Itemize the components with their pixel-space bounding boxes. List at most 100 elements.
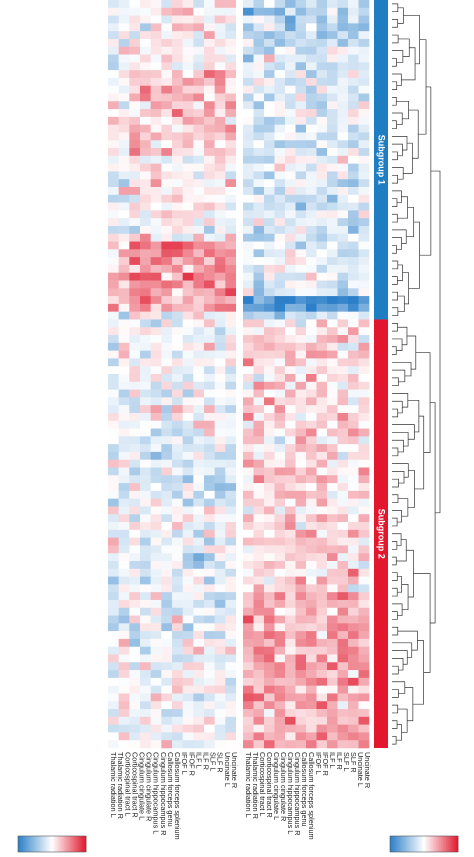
left-cell bbox=[172, 85, 183, 94]
left-cell bbox=[140, 358, 151, 367]
left-cell bbox=[140, 163, 151, 172]
right-cell bbox=[348, 459, 359, 468]
left-cell bbox=[225, 264, 237, 274]
left-cell bbox=[108, 607, 119, 616]
right-cell bbox=[253, 194, 265, 203]
right-cell bbox=[253, 257, 265, 266]
right-column-label: Cingulum hippocampus R bbox=[293, 752, 302, 836]
left-cell bbox=[108, 93, 119, 102]
dendrogram-branch bbox=[392, 463, 409, 478]
left-cell bbox=[225, 607, 237, 616]
right-cell bbox=[243, 303, 254, 312]
right-cell bbox=[285, 241, 296, 250]
left-cell bbox=[172, 225, 183, 235]
left-cell bbox=[172, 210, 183, 219]
right-cell bbox=[274, 210, 286, 219]
right-cell bbox=[295, 677, 307, 686]
left-cell bbox=[182, 638, 194, 648]
left-cell bbox=[140, 335, 151, 344]
left-cell bbox=[118, 405, 130, 414]
left-cell bbox=[193, 514, 205, 523]
right-cell bbox=[316, 210, 328, 219]
left-cell bbox=[129, 342, 141, 351]
left-cell bbox=[204, 451, 215, 461]
left-cell bbox=[150, 631, 162, 640]
right-cell bbox=[348, 342, 359, 351]
dendrogram-branch bbox=[392, 642, 413, 658]
right-cell bbox=[358, 412, 370, 422]
right-cell bbox=[306, 31, 317, 40]
right-cell bbox=[316, 381, 328, 390]
left-cell bbox=[118, 483, 130, 492]
left-cell bbox=[140, 670, 151, 679]
right-cell bbox=[337, 529, 349, 538]
left-cell bbox=[182, 171, 194, 180]
left-cell bbox=[172, 140, 183, 149]
right-cell bbox=[348, 272, 359, 281]
right-cell bbox=[243, 70, 254, 79]
left-cell bbox=[225, 350, 237, 359]
left-cell bbox=[118, 677, 130, 686]
left-cell bbox=[182, 498, 194, 507]
right-colorbar-step bbox=[451, 836, 454, 852]
left-cell bbox=[140, 475, 151, 484]
subgroup-2-bar bbox=[374, 319, 388, 748]
left-cell bbox=[150, 732, 162, 741]
right-colorbar-step bbox=[434, 836, 437, 852]
right-cell bbox=[285, 607, 296, 616]
left-cell bbox=[140, 592, 151, 601]
right-cell bbox=[253, 280, 265, 289]
left-cell bbox=[140, 514, 151, 523]
left-cell bbox=[140, 412, 151, 422]
right-colorbar-border bbox=[389, 835, 459, 853]
left-cell bbox=[129, 38, 141, 48]
left-cell bbox=[182, 233, 194, 242]
left-cell bbox=[118, 225, 130, 235]
left-cell bbox=[161, 483, 173, 492]
right-cell bbox=[264, 561, 275, 570]
right-cell bbox=[274, 225, 286, 235]
right-cell bbox=[264, 101, 275, 110]
left-cell bbox=[118, 592, 130, 601]
left-cell bbox=[129, 241, 141, 250]
dendrogram-branch bbox=[392, 556, 397, 566]
left-cell bbox=[204, 225, 215, 235]
left-cell bbox=[161, 693, 173, 702]
left-colorbar-step bbox=[79, 836, 82, 852]
right-cell bbox=[243, 62, 254, 71]
right-cell bbox=[316, 397, 328, 406]
right-cell bbox=[306, 85, 317, 94]
right-cell bbox=[327, 15, 338, 24]
right-cell bbox=[316, 241, 328, 250]
left-cell bbox=[204, 358, 215, 367]
right-cell bbox=[285, 732, 296, 741]
heatmap-right-panel bbox=[243, 0, 370, 749]
right-cell bbox=[243, 311, 254, 320]
left-cell bbox=[172, 366, 183, 375]
left-cell bbox=[182, 327, 194, 336]
left-cell bbox=[204, 132, 215, 141]
left-cell bbox=[150, 225, 162, 235]
left-cell bbox=[225, 77, 237, 87]
left-cell bbox=[118, 724, 130, 733]
left-cell bbox=[150, 77, 162, 87]
left-cell bbox=[225, 155, 237, 164]
left-cell bbox=[193, 171, 205, 180]
left-colorbar-step bbox=[70, 836, 73, 852]
left-cell bbox=[214, 537, 226, 546]
left-cell bbox=[161, 350, 173, 359]
right-cell bbox=[358, 327, 370, 336]
left-cell bbox=[214, 0, 226, 9]
right-cell bbox=[295, 693, 307, 702]
left-cell bbox=[129, 381, 141, 390]
left-cell bbox=[140, 584, 151, 593]
right-cell bbox=[306, 475, 317, 484]
left-cell bbox=[150, 677, 162, 686]
right-cell bbox=[264, 54, 275, 63]
left-cell bbox=[193, 592, 205, 601]
right-cell bbox=[316, 187, 328, 196]
left-cell bbox=[140, 46, 151, 55]
right-cell bbox=[348, 288, 359, 297]
left-cell bbox=[129, 54, 141, 63]
left-cell bbox=[129, 716, 141, 725]
